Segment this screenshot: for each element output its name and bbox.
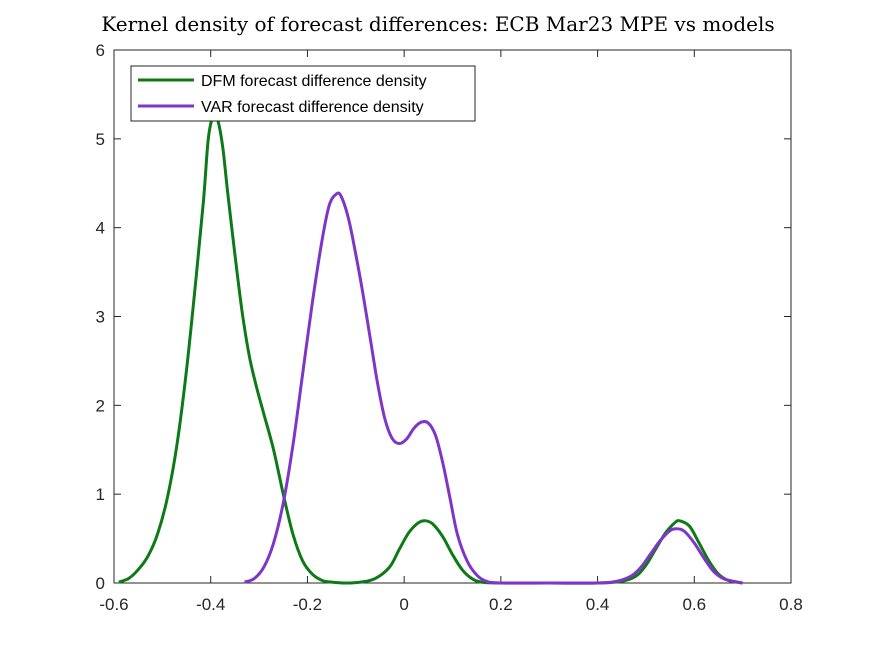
var-density-line — [244, 191, 743, 585]
y-tick-label: 3 — [96, 308, 105, 327]
legend: DFM forecast difference density VAR forec… — [130, 65, 476, 122]
x-tick-label: -0.6 — [99, 595, 128, 614]
series-layer — [118, 113, 743, 585]
y-tick-label: 6 — [96, 41, 105, 60]
chart-title: Kernel density of forecast differences: … — [101, 12, 774, 36]
x-tick-label: 0.8 — [779, 595, 803, 614]
y-tick-label: 1 — [96, 485, 105, 504]
y-tick-label: 2 — [96, 396, 105, 415]
x-tick-label: 0.4 — [586, 595, 610, 614]
legend-label: VAR forecast difference density — [201, 99, 424, 116]
legend-label: DFM forecast difference density — [201, 73, 427, 90]
x-tick-label: -0.4 — [196, 595, 225, 614]
x-tick-label: 0.6 — [682, 595, 706, 614]
x-tick-label: -0.2 — [293, 595, 322, 614]
legend-box — [130, 65, 476, 122]
plot-area-box — [113, 49, 792, 584]
x-tick-label: 0 — [399, 595, 408, 614]
y-tick-label: 0 — [96, 574, 105, 593]
axis-ticks: -0.6 -0.4 -0.2 0 0.2 0.4 0.6 0.8 0 1 2 3 4 5 6 — [96, 41, 803, 614]
y-tick-label: 5 — [96, 130, 105, 149]
x-tick-label: 0.2 — [489, 595, 513, 614]
dfm-density-line — [118, 113, 743, 585]
y-tick-label: 4 — [96, 219, 105, 238]
